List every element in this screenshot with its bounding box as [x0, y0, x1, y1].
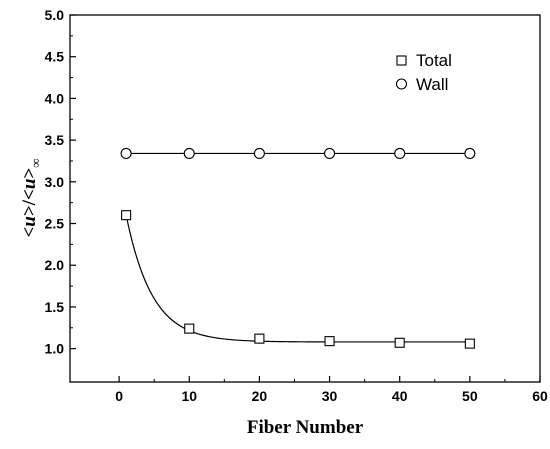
plot-frame	[69, 14, 541, 383]
fit-lines	[125, 152, 470, 343]
data-point-total	[464, 338, 475, 349]
fit-line-total	[125, 215, 470, 343]
x-tick-label: 10	[181, 388, 197, 404]
legend-label-total: Total	[416, 51, 452, 70]
y-tick-label: 3.0	[45, 174, 65, 190]
data-point-total	[394, 337, 405, 348]
x-tick-label: 50	[462, 388, 478, 404]
y-axis-title: <u>/<u>∞	[19, 158, 43, 237]
y-axis-title-close: >	[19, 168, 40, 179]
y-tick-label: 1.0	[45, 341, 65, 357]
y-axis-title-subscript: ∞	[28, 158, 43, 167]
y-tick-label: 4.0	[45, 90, 65, 106]
legend-label-wall: Wall	[416, 75, 448, 94]
data-point-total	[184, 323, 195, 334]
y-tick-label: 3.5	[45, 132, 65, 148]
y-tick-label: 2.5	[45, 216, 65, 232]
x-tick-label: 60	[532, 388, 548, 404]
data-markers	[120, 147, 476, 349]
x-tick-label: 30	[322, 388, 338, 404]
y-axis-title-open: <	[19, 227, 40, 238]
x-axis-title: Fiber Number	[247, 417, 364, 438]
y-axis-title-u2: u	[19, 179, 40, 190]
y-tick-label: 4.5	[45, 49, 65, 65]
legend-item-wall: Wall	[395, 75, 448, 94]
x-tick-label: 40	[392, 388, 408, 404]
data-point-wall	[464, 147, 476, 160]
legend-item-total: Total	[396, 51, 452, 70]
data-point-wall	[183, 147, 195, 160]
data-point-wall	[394, 147, 406, 160]
y-axis-title-u1: u	[19, 216, 40, 227]
y-axis-title-middle: >/<	[19, 189, 40, 216]
y-tick-label: 1.5	[45, 299, 65, 315]
legend-circle-marker	[395, 78, 408, 90]
x-tick-label: 0	[115, 388, 123, 404]
y-tick-label: 5.0	[45, 7, 65, 23]
x-tick-label: 20	[252, 388, 268, 404]
data-point-wall	[324, 147, 336, 160]
data-point-total	[324, 336, 335, 347]
data-point-wall	[120, 147, 132, 160]
y-axis-ticks: 1.0 1.5 2.0 2.5 3.0 3.5 4.0 4.5 5.0	[45, 7, 76, 357]
data-point-total	[254, 333, 265, 344]
data-point-wall	[253, 147, 265, 160]
legend-square-marker	[396, 55, 407, 66]
x-axis-ticks: 0 10 20 30 40 50 60	[115, 376, 548, 404]
y-tick-label: 2.0	[45, 257, 65, 273]
legend: Total Wall	[395, 51, 452, 94]
data-point-total	[121, 210, 132, 221]
